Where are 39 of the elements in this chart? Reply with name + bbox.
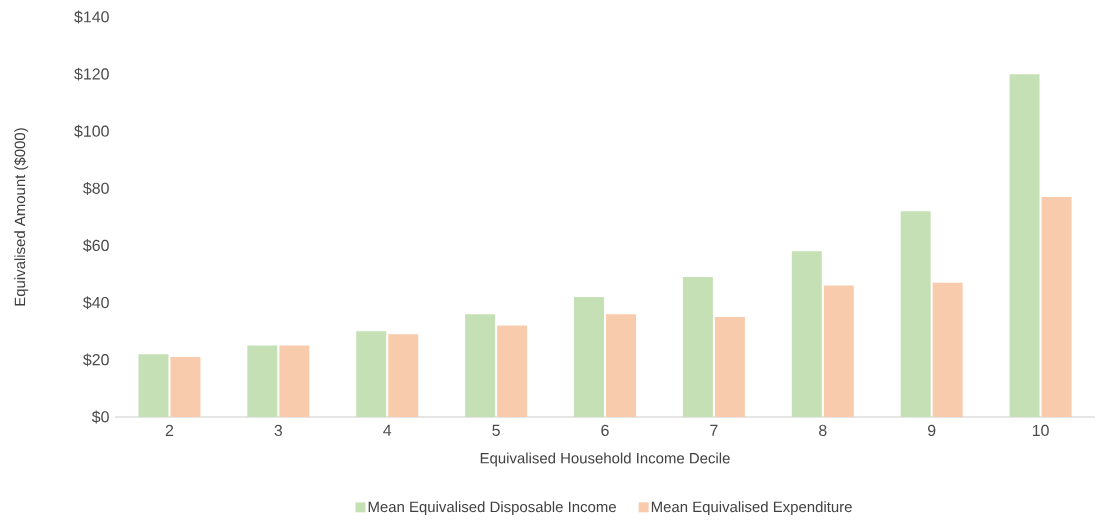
bar [574, 297, 605, 417]
x-tick-label: 3 [274, 424, 283, 437]
x-tick-label: 4 [383, 424, 392, 436]
x-tick-label: 5 [492, 424, 500, 436]
y-tick-label: $100 [74, 124, 109, 138]
x-axis-title: Equivalised Household Income Decile [480, 452, 730, 467]
bar [682, 277, 713, 417]
bar [714, 317, 745, 417]
bar [823, 285, 854, 417]
y-tick-label: $20 [83, 353, 109, 367]
bar [1009, 74, 1040, 417]
x-tick-label: 10 [1032, 424, 1049, 437]
bar [606, 314, 636, 417]
bar [138, 354, 169, 417]
y-tick-label: $40 [83, 296, 109, 310]
legend-label: Mean Equivalised Disposable Income [368, 501, 616, 516]
x-tick-label: 7 [710, 424, 718, 436]
y-tick-label: $140 [74, 10, 109, 24]
bar [247, 345, 278, 417]
bar [170, 357, 201, 417]
bar [497, 325, 528, 417]
bar [465, 314, 496, 417]
bar [791, 251, 822, 417]
x-tick-label: 6 [601, 424, 609, 437]
y-tick-label: $60 [83, 239, 109, 253]
y-tick-label: $120 [74, 67, 109, 81]
y-tick-label: $0 [91, 410, 109, 424]
y-tick-label: $80 [83, 181, 109, 195]
x-tick-label: 8 [819, 424, 827, 437]
bar [900, 211, 931, 417]
x-tick-label: 9 [927, 424, 936, 437]
bar [932, 282, 963, 417]
bar [279, 345, 310, 417]
y-axis-title: Equivalised Amount ($000) [14, 128, 29, 306]
legend-label: Mean Equivalised Expenditure [651, 501, 852, 516]
bar [356, 331, 387, 417]
bar [1041, 197, 1072, 417]
x-tick-label: 2 [165, 424, 174, 436]
bar [388, 334, 419, 417]
